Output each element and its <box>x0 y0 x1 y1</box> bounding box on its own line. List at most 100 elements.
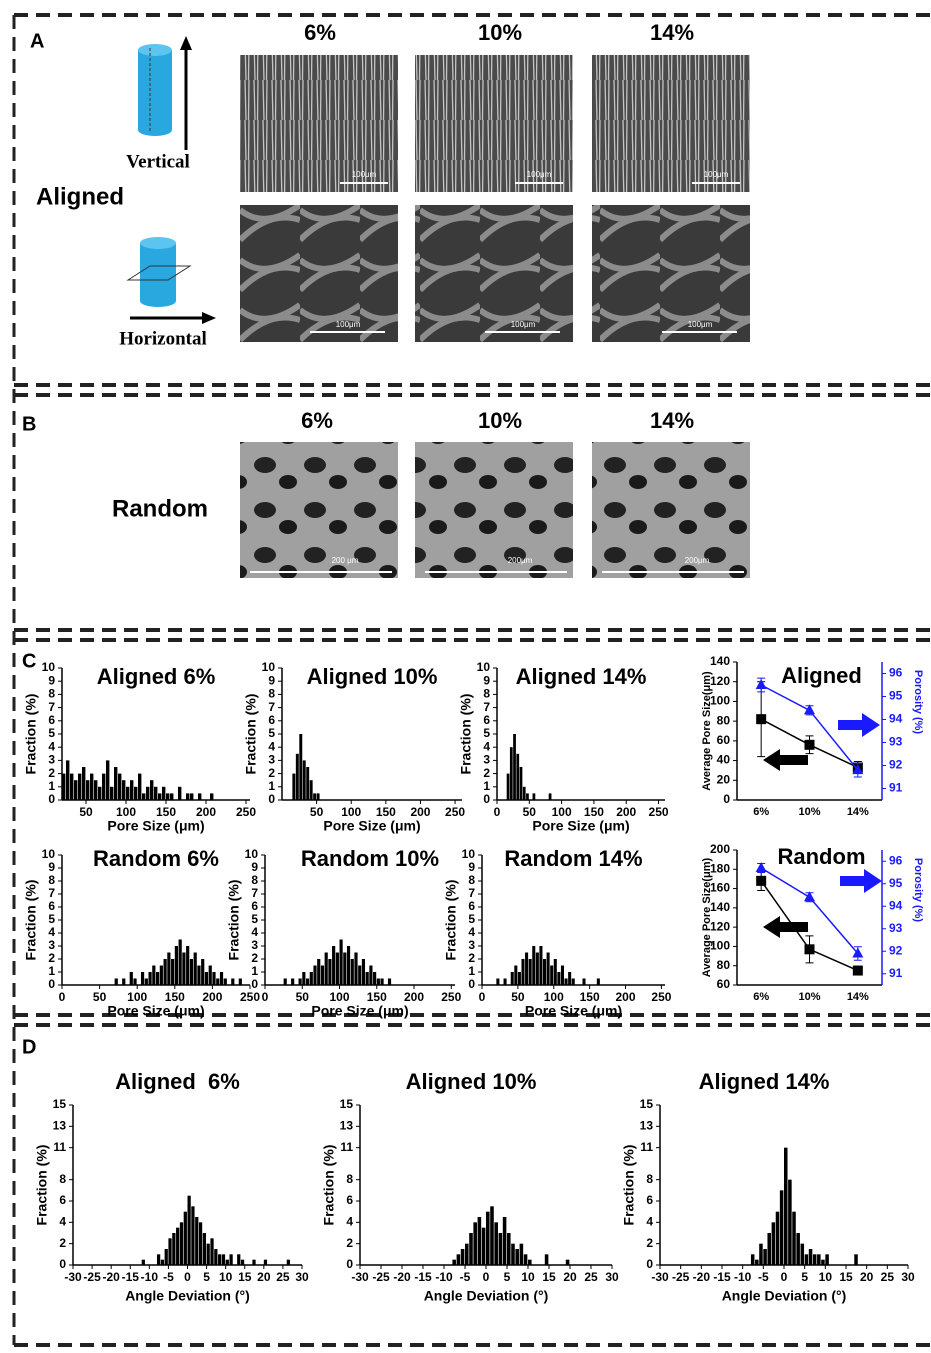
x-tick-label: 100 <box>116 805 136 819</box>
histogram-bar <box>189 959 194 985</box>
histogram-bar <box>283 978 287 985</box>
histogram-bar <box>494 1222 498 1265</box>
chart-title: Aligned 6% <box>115 1069 240 1094</box>
x-tick-label: -20 <box>102 1270 120 1284</box>
y-tick-label: 1 <box>268 779 275 793</box>
sem-image <box>240 442 398 578</box>
histogram-bar <box>750 1254 755 1265</box>
y2-axis-label: Porosity (%) <box>912 858 924 923</box>
y-tick-label: 8 <box>483 687 490 701</box>
x-tick-label: -10 <box>435 1270 453 1284</box>
histogram-bar <box>509 747 513 800</box>
histogram-bar <box>496 978 500 985</box>
y-tick-label: 91 <box>889 781 903 795</box>
y-tick-label: 9 <box>468 860 475 874</box>
histogram-bar <box>102 773 106 800</box>
histogram-bar <box>231 978 235 985</box>
x-tick-label: -15 <box>122 1270 140 1284</box>
histogram-bar <box>158 793 162 800</box>
y-tick-label: 3 <box>48 938 55 952</box>
histogram-bar <box>159 965 163 985</box>
histogram-bar <box>510 972 514 985</box>
y-tick-label: 4 <box>268 739 275 753</box>
histogram-bar <box>191 1206 195 1265</box>
x-tick-label: 200 <box>404 990 424 1004</box>
x-tick-label: 150 <box>580 990 600 1004</box>
y-tick-label: 15 <box>53 1097 67 1111</box>
y-tick-label: 8 <box>48 687 55 701</box>
histogram-bar <box>513 734 516 800</box>
chart-title: Aligned <box>781 663 862 688</box>
histogram-bar <box>771 1222 776 1265</box>
histogram-bar <box>755 1259 759 1265</box>
y-tick-label: 10 <box>262 660 276 674</box>
y-tick-label: 120 <box>710 919 730 933</box>
y-tick-label: 10 <box>462 847 476 861</box>
y-tick-label: 10 <box>42 660 56 674</box>
y-tick-label: 160 <box>710 881 730 895</box>
histogram-bar <box>490 1206 494 1265</box>
marker <box>755 679 767 689</box>
histogram-bar <box>122 978 126 985</box>
y-tick-label: 2 <box>59 1236 66 1250</box>
y-tick-label: 94 <box>889 712 903 726</box>
chart-title: Random 10% <box>301 846 439 871</box>
chart-title: Random <box>778 844 866 869</box>
histogram-bar <box>176 1227 180 1265</box>
histogram-bar <box>521 959 525 985</box>
group-label: Random <box>112 495 208 522</box>
histogram-bar <box>335 952 339 985</box>
orientation-label: Horizontal <box>119 328 207 349</box>
y-tick-label: 100 <box>710 694 730 708</box>
icon-vertical <box>138 36 192 150</box>
marker <box>852 764 864 775</box>
y-tick-label: 95 <box>889 689 903 703</box>
histogram-bar <box>154 786 158 800</box>
histogram-bar <box>122 780 126 800</box>
y-tick-label: 9 <box>268 673 275 687</box>
x-tick-label: 0 <box>262 990 269 1004</box>
sem-image <box>240 55 398 192</box>
x-tick-label: -30 <box>64 1270 82 1284</box>
histogram-bar <box>532 946 536 985</box>
histogram-bar <box>313 793 317 800</box>
dividers <box>12 13 931 1347</box>
y-tick-label: 6 <box>646 1193 653 1207</box>
histogram-bar <box>186 793 190 800</box>
histogram-bar <box>187 1195 191 1265</box>
y-tick-label: 6 <box>346 1193 353 1207</box>
y-tick-label: 2 <box>483 766 490 780</box>
y-tick-label: 6 <box>48 899 55 913</box>
histogram-bar <box>759 1243 763 1265</box>
chart-title: Random 14% <box>504 846 642 871</box>
histogram-bar <box>193 952 197 985</box>
histogram-bar <box>486 1211 490 1265</box>
histogram-bar <box>316 793 320 800</box>
histogram-bar <box>291 978 295 985</box>
x-tick-label: -10 <box>141 1270 159 1284</box>
x-tick-label: 5 <box>504 1270 511 1284</box>
x-tick-label: 10 <box>819 1270 833 1284</box>
histogram-bar <box>198 793 202 800</box>
y-tick-label: 2 <box>346 1236 353 1250</box>
y-tick-label: 11 <box>340 1140 353 1154</box>
histogram-bar <box>332 946 336 985</box>
x-tick-label: 10 <box>219 1270 233 1284</box>
histogram-bar <box>302 972 306 985</box>
x-tick-label: -5 <box>758 1270 769 1284</box>
scale-bar-label: 200μm <box>685 556 710 565</box>
y-tick-label: 3 <box>468 938 475 952</box>
y-tick-label: 0 <box>483 792 490 806</box>
histogram-bar <box>365 972 369 985</box>
histogram-bar <box>206 1243 210 1265</box>
x-tick-label: 250 <box>651 990 671 1004</box>
histogram-bar <box>144 978 148 985</box>
y-tick-label: 4 <box>346 1215 353 1229</box>
scale-bar-label: 100μm <box>688 320 713 329</box>
histogram-bar <box>110 786 114 800</box>
x-tick-label: 200 <box>410 805 430 819</box>
histogram-bar <box>195 1217 199 1265</box>
x-tick-label: 0 <box>59 990 66 1004</box>
x-tick-label: 25 <box>584 1270 598 1284</box>
histogram-bar <box>114 978 118 985</box>
